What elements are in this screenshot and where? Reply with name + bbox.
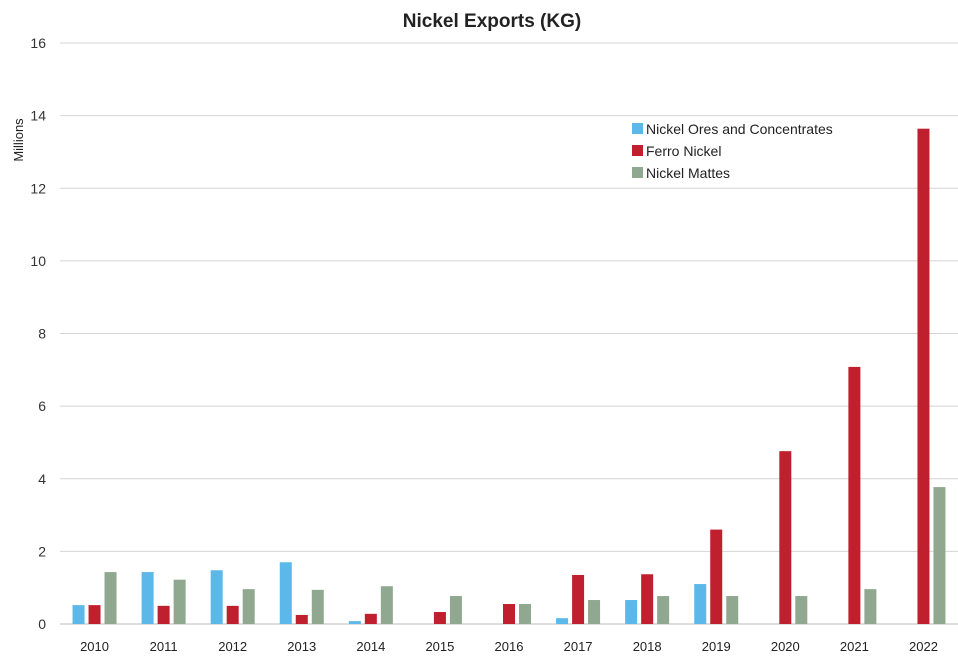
y-tick-label: 4 xyxy=(38,471,46,487)
y-tick-label: 16 xyxy=(30,35,46,51)
y-tick-label: 2 xyxy=(38,543,46,559)
x-tick-label: 2013 xyxy=(287,639,316,654)
x-tick-label: 2014 xyxy=(356,639,385,654)
y-tick-label: 0 xyxy=(38,616,46,632)
bar-2015-2 xyxy=(449,596,462,624)
y-tick-label: 14 xyxy=(30,108,46,124)
x-tick-label: 2019 xyxy=(702,639,731,654)
x-tick-label: 2012 xyxy=(218,639,247,654)
bar-2021-1 xyxy=(848,366,861,624)
chart-title: Nickel Exports (KG) xyxy=(403,11,581,32)
legend-swatch xyxy=(632,123,643,134)
legend: Nickel Ores and Concentrates Ferro Nickel… xyxy=(632,121,833,181)
y-axis-label: Millions xyxy=(11,118,26,162)
x-tick-label: 2017 xyxy=(564,639,593,654)
bars xyxy=(72,128,946,624)
y-tick-label: 12 xyxy=(30,180,46,196)
bar-2014-2 xyxy=(380,586,393,624)
bar-2018-0 xyxy=(625,600,638,624)
x-tick-label: 2011 xyxy=(150,639,178,654)
bar-2012-1 xyxy=(226,605,239,624)
bar-2012-2 xyxy=(242,589,255,624)
legend-swatch xyxy=(632,167,643,178)
bar-2013-1 xyxy=(295,614,308,624)
x-tick-label: 2022 xyxy=(909,639,938,654)
y-tick-labels: 0 2 4 6 8 10 12 14 16 xyxy=(30,35,46,632)
bar-2014-0 xyxy=(348,621,361,624)
bar-2012-0 xyxy=(210,570,223,624)
x-tick-label: 2018 xyxy=(633,639,662,654)
bar-2011-2 xyxy=(173,579,186,624)
gridlines xyxy=(60,42,958,625)
bar-2015-1 xyxy=(433,612,446,624)
bar-2020-1 xyxy=(779,451,792,624)
bar-2013-0 xyxy=(279,562,292,624)
bar-2019-0 xyxy=(694,584,707,624)
bar-2022-2 xyxy=(933,487,946,624)
y-tick-label: 10 xyxy=(30,253,46,269)
bar-2017-2 xyxy=(588,600,601,624)
x-tick-label: 2021 xyxy=(840,639,869,654)
bar-2011-0 xyxy=(141,572,154,624)
legend-swatch xyxy=(632,145,643,156)
bar-2021-2 xyxy=(864,589,877,624)
bar-2011-1 xyxy=(157,605,170,624)
bar-2017-0 xyxy=(556,618,569,624)
bar-2018-1 xyxy=(641,574,654,624)
bar-2022-1 xyxy=(917,128,930,624)
bar-2014-1 xyxy=(364,613,377,624)
x-tick-label: 2016 xyxy=(495,639,524,654)
bar-2013-2 xyxy=(311,589,324,624)
x-tick-label: 2010 xyxy=(80,639,109,654)
bar-2020-2 xyxy=(795,596,808,624)
bar-2016-1 xyxy=(503,604,515,624)
legend-label: Nickel Ores and Concentrates xyxy=(646,121,833,137)
bar-2016-2 xyxy=(519,604,531,624)
x-tick-labels: 2010 2011 2012 2013 2014 2015 2016 2017 2018 2019… xyxy=(80,639,938,654)
x-tick-label: 2015 xyxy=(425,639,454,654)
bar-2019-2 xyxy=(726,596,739,624)
bar-2019-1 xyxy=(710,529,723,624)
bar-2010-2 xyxy=(104,572,117,624)
bar-2010-0 xyxy=(72,605,85,624)
legend-label: Ferro Nickel xyxy=(646,143,721,159)
legend-label: Nickel Mattes xyxy=(646,165,730,181)
bar-2018-2 xyxy=(657,596,670,624)
bar-2010-1 xyxy=(88,605,101,624)
x-tick-label: 2020 xyxy=(771,639,800,654)
y-tick-label: 8 xyxy=(38,326,46,342)
bar-2017-1 xyxy=(572,574,585,624)
y-tick-label: 6 xyxy=(38,398,46,414)
